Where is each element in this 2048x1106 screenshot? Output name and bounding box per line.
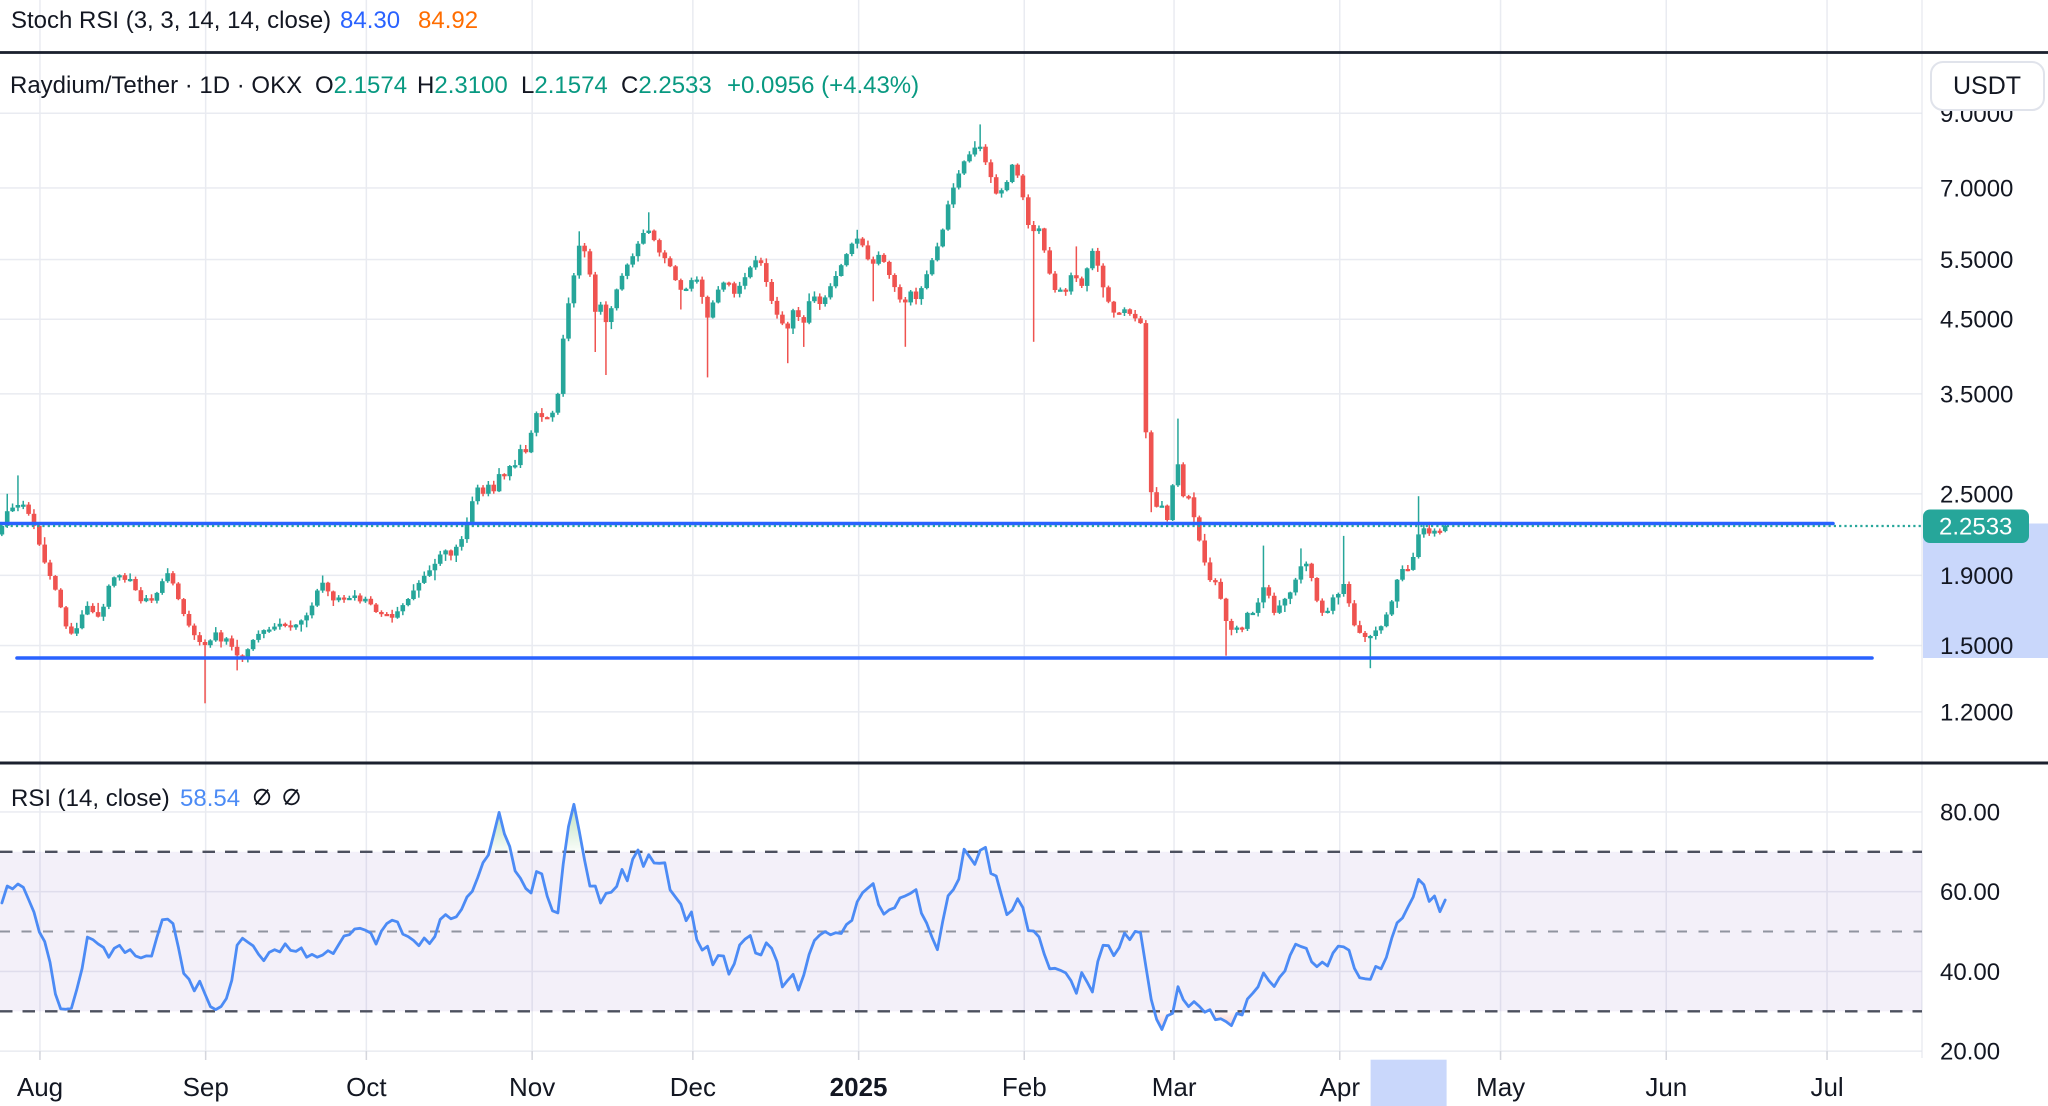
svg-text:Aug: Aug xyxy=(17,1072,63,1102)
svg-text:Dec: Dec xyxy=(670,1072,716,1102)
svg-text:5.5000: 5.5000 xyxy=(1940,247,2013,274)
svg-text:1.5000: 1.5000 xyxy=(1940,633,2013,660)
svg-text:7.0000: 7.0000 xyxy=(1940,176,2013,203)
svg-text:RSI (14, close): RSI (14, close) xyxy=(11,785,170,812)
svg-text:2.5000: 2.5000 xyxy=(1940,481,2013,508)
svg-text:84.92: 84.92 xyxy=(418,7,478,34)
svg-text:Mar: Mar xyxy=(1152,1072,1197,1102)
svg-text:H2.3100: H2.3100 xyxy=(417,72,508,99)
svg-text:1.2000: 1.2000 xyxy=(1940,699,2013,726)
svg-text:Sep: Sep xyxy=(183,1072,229,1102)
svg-text:2025: 2025 xyxy=(830,1072,888,1102)
svg-text:C2.2533: C2.2533 xyxy=(621,72,712,99)
svg-text:+0.0956 (+4.43%): +0.0956 (+4.43%) xyxy=(727,72,919,99)
svg-text:4.5000: 4.5000 xyxy=(1940,307,2013,334)
svg-text:Feb: Feb xyxy=(1002,1072,1047,1102)
svg-text:Nov: Nov xyxy=(509,1072,555,1102)
svg-text:40.00: 40.00 xyxy=(1940,959,2000,986)
svg-text:2.2533: 2.2533 xyxy=(1939,514,2012,541)
svg-text:84.30: 84.30 xyxy=(340,7,400,34)
svg-text:Jun: Jun xyxy=(1645,1072,1687,1102)
svg-text:60.00: 60.00 xyxy=(1940,879,2000,906)
svg-text:Raydium/Tether · 1D · OKX: Raydium/Tether · 1D · OKX xyxy=(10,72,302,99)
svg-text:Jul: Jul xyxy=(1810,1072,1843,1102)
svg-text:O2.1574: O2.1574 xyxy=(315,72,407,99)
svg-text:L2.1574: L2.1574 xyxy=(521,72,608,99)
svg-text:80.00: 80.00 xyxy=(1940,799,2000,826)
svg-text:Apr: Apr xyxy=(1320,1072,1361,1102)
svg-text:USDT: USDT xyxy=(1953,72,2021,100)
svg-text:Stoch RSI (3, 3, 14, 14, close: Stoch RSI (3, 3, 14, 14, close) xyxy=(11,7,331,34)
svg-text:Oct: Oct xyxy=(346,1072,387,1102)
svg-text:20.00: 20.00 xyxy=(1940,1039,2000,1066)
svg-text:58.54: 58.54 xyxy=(180,785,240,812)
svg-text:1.9000: 1.9000 xyxy=(1940,563,2013,590)
svg-text:May: May xyxy=(1476,1072,1525,1102)
svg-text:3.5000: 3.5000 xyxy=(1940,381,2013,408)
